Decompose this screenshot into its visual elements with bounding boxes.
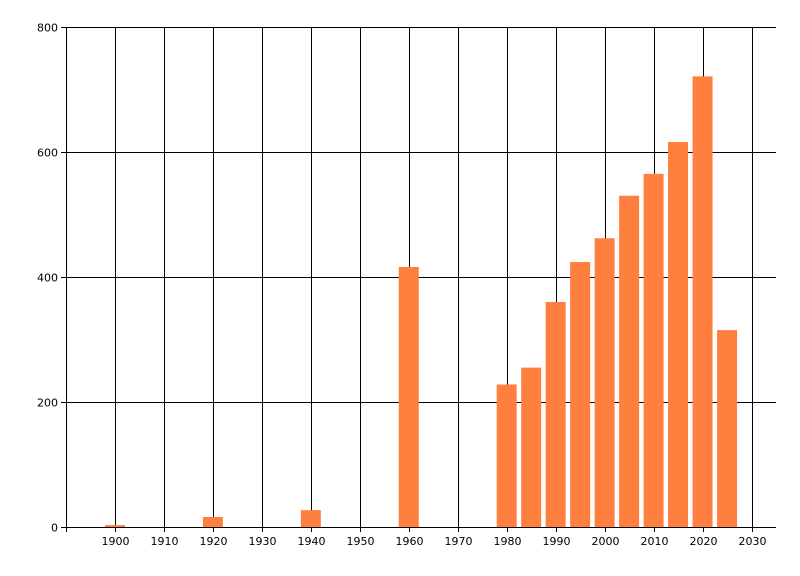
y-tick-label: 200 [37,397,58,410]
y-tick-label: 0 [51,522,58,535]
bar [594,238,615,527]
x-tick-label: 1980 [494,535,522,548]
x-tick-label: 2010 [641,535,669,548]
x-tick-label: 2030 [739,535,767,548]
x-tick-label: 1990 [543,535,571,548]
y-tick-label: 600 [37,147,58,160]
axes [61,27,776,532]
y-tick-label: 800 [37,22,58,35]
bar [398,267,419,527]
x-tick-label: 1930 [249,535,277,548]
bar [643,173,664,527]
y-tick-label: 400 [37,272,58,285]
x-tick-label: 1960 [396,535,424,548]
x-tick-label: 1970 [445,535,473,548]
x-tick-label: 2000 [592,535,620,548]
bars [104,76,738,527]
bar [668,142,689,527]
x-tick-label: 1950 [347,535,375,548]
bar [300,510,321,527]
bar [570,262,591,527]
bar [717,330,738,527]
x-tick-label: 1920 [200,535,228,548]
x-tick-label: 1900 [102,535,130,548]
x-tick-label: 1940 [298,535,326,548]
bar [202,517,223,527]
bar [545,302,566,527]
bar [619,195,640,527]
x-tick-labels: 1900 1910 1920 1930 1940 1950 1960 1970 1980 1990… [102,535,767,548]
bar [496,384,517,527]
bar [521,367,542,527]
bar [104,525,125,527]
bar [692,76,713,527]
y-tick-labels: 0 200 400 600 800 [37,22,58,535]
x-tick-label: 1910 [151,535,179,548]
x-tick-label: 2020 [690,535,718,548]
